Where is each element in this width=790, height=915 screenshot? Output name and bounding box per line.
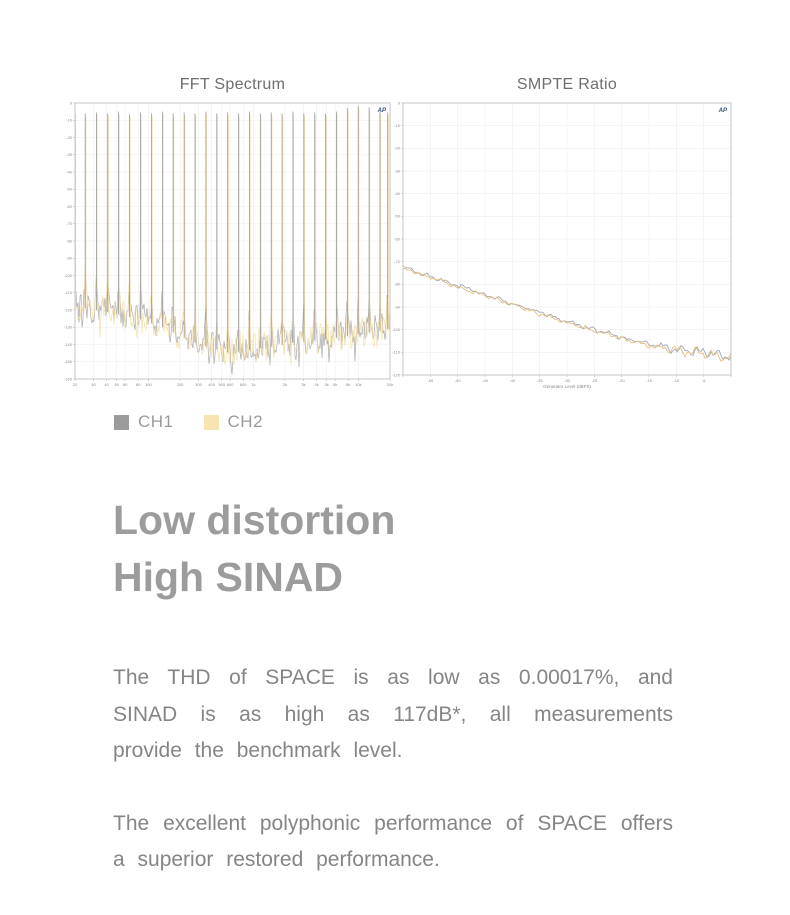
svg-text:60: 60: [123, 382, 128, 387]
svg-text:-70: -70: [394, 259, 401, 264]
svg-text:30: 30: [91, 382, 96, 387]
page-title-line-1: Low distortion: [113, 497, 396, 543]
legend-item-ch2: CH2: [203, 412, 264, 432]
svg-text:-160: -160: [64, 376, 73, 381]
svg-text:-25: -25: [591, 378, 598, 383]
svg-text:-30: -30: [394, 168, 401, 173]
ch2-legend-label: CH2: [227, 412, 264, 431]
svg-text:0: 0: [398, 100, 401, 105]
svg-text:-70: -70: [66, 221, 73, 226]
legend-item-ch1: CH1: [114, 412, 174, 432]
svg-text:-100: -100: [392, 327, 401, 332]
svg-text:-10: -10: [673, 378, 680, 383]
svg-text:10k: 10k: [355, 382, 361, 387]
svg-text:-140: -140: [64, 342, 73, 347]
svg-text:-80: -80: [66, 238, 73, 243]
svg-text:-60: -60: [66, 204, 73, 209]
svg-text:-110: -110: [64, 290, 72, 295]
svg-text:-90: -90: [394, 304, 401, 309]
svg-text:2k: 2k: [283, 382, 287, 387]
smpte-ratio-chart: 0 -10 -20 -30 -40 -50 -60 -70 -80 -90 -100 -110 -120…: [392, 100, 732, 389]
svg-text:-130: -130: [64, 325, 73, 330]
svg-text:5k: 5k: [325, 382, 329, 387]
svg-text:300: 300: [195, 382, 202, 387]
svg-text:-30: -30: [564, 378, 571, 383]
svg-text:-20: -20: [619, 378, 626, 383]
svg-text:Generator Level (dBFS): Generator Level (dBFS): [543, 384, 591, 389]
svg-text:-45: -45: [482, 378, 489, 383]
svg-text:-20: -20: [394, 146, 401, 151]
svg-text:-10: -10: [394, 123, 401, 128]
svg-text:-40: -40: [66, 169, 73, 174]
svg-text:500: 500: [218, 382, 225, 387]
svg-text:50: 50: [115, 382, 120, 387]
svg-text:-120: -120: [64, 307, 73, 312]
svg-text:-60: -60: [394, 236, 401, 241]
paragraph-polyphonic: The excellent polyphonic performance of …: [113, 811, 673, 872]
page-title: Low distortion High SINAD: [113, 492, 395, 606]
svg-text:-10: -10: [66, 118, 73, 123]
svg-text:-40: -40: [509, 378, 516, 383]
svg-text:-40: -40: [394, 191, 401, 196]
svg-text:-110: -110: [392, 350, 400, 355]
svg-text:-120: -120: [392, 372, 401, 377]
svg-text:200: 200: [177, 382, 184, 387]
svg-text:-100: -100: [64, 273, 73, 278]
svg-text:600: 600: [227, 382, 234, 387]
svg-text:1k: 1k: [251, 382, 255, 387]
svg-text:100: 100: [145, 382, 152, 387]
ch2-color-swatch: [203, 414, 219, 430]
svg-text:3k: 3k: [301, 382, 305, 387]
svg-text:20: 20: [73, 382, 78, 387]
svg-text:-150: -150: [64, 359, 73, 364]
svg-text:400: 400: [208, 382, 215, 387]
svg-text:6k: 6k: [333, 382, 337, 387]
svg-text:-15: -15: [646, 378, 653, 383]
svg-text:40: 40: [104, 382, 109, 387]
ch1-legend-label: CH1: [138, 412, 174, 431]
fft-chart-title: FFT Spectrum: [179, 76, 286, 93]
svg-text:-30: -30: [66, 152, 73, 157]
svg-text:0: 0: [70, 100, 73, 105]
body-copy: The THD of SPACE is as low as 0.00017%, …: [113, 660, 673, 879]
svg-text:-20: -20: [66, 135, 73, 140]
svg-text:8k: 8k: [346, 382, 350, 387]
svg-text:-90: -90: [66, 256, 73, 261]
ch1-color-swatch: [114, 414, 129, 430]
svg-text:AP: AP: [377, 108, 387, 114]
svg-text:-55: -55: [427, 378, 434, 383]
svg-text:800: 800: [240, 382, 247, 387]
svg-text:4k: 4k: [314, 382, 318, 387]
svg-text:-50: -50: [394, 214, 401, 219]
svg-text:-80: -80: [394, 282, 401, 287]
svg-text:-35: -35: [537, 378, 544, 383]
chart-legend: CH1 CH2: [114, 412, 263, 432]
fft-spectrum-chart: 0 -10 -20 -30 -40 -50 -60 -70 -80 -90 -100 -110 -120…: [64, 100, 393, 387]
svg-text:AP: AP: [718, 108, 728, 114]
svg-text:20k: 20k: [387, 382, 393, 387]
paragraph-thd-sinad: The THD of SPACE is as low as 0.00017%, …: [113, 666, 673, 762]
svg-text:-5: -5: [702, 378, 706, 383]
svg-text:-50: -50: [66, 187, 73, 192]
page-title-line-2: High SINAD: [113, 554, 344, 600]
smpte-chart-title: SMPTE Ratio: [516, 76, 618, 93]
svg-text:-50: -50: [455, 378, 462, 383]
svg-text:80: 80: [136, 382, 141, 387]
